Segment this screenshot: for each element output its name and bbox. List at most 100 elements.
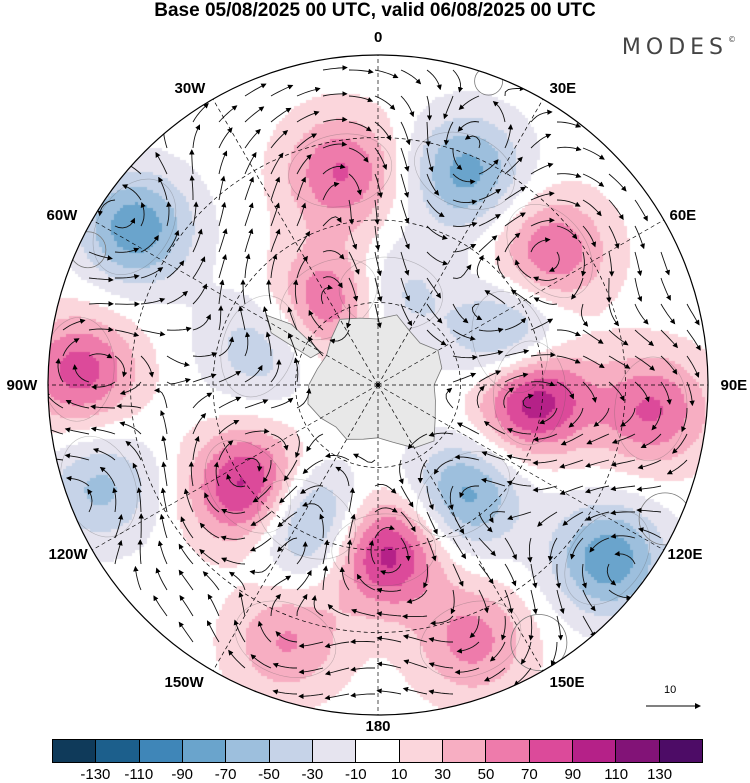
antarctica-landmass — [69, 66, 692, 671]
wind-arrow — [65, 399, 90, 409]
colorbar-tick-label: -50 — [258, 766, 280, 783]
wind-arrow — [114, 539, 123, 565]
wind-arrow — [547, 537, 558, 562]
wind-arrow — [452, 303, 469, 324]
anomaly-contour — [257, 478, 356, 560]
wind-arrow — [240, 279, 246, 305]
wind-arrow — [582, 199, 602, 217]
wind-arrow — [428, 637, 453, 643]
wind-arrow — [426, 69, 442, 91]
wind-arrow — [504, 348, 530, 357]
wind-arrow — [166, 290, 188, 305]
meridian-line — [377, 384, 544, 671]
wind-arrow — [350, 692, 375, 698]
colorbar-tick-label: -90 — [171, 766, 194, 783]
wind-arrow — [637, 459, 662, 470]
wind-arrow — [325, 452, 350, 461]
wind-arrow — [356, 573, 376, 591]
wind-arrow — [244, 253, 251, 279]
wind-arrow — [265, 331, 272, 357]
wind-arrow — [452, 148, 463, 171]
wind-arrow — [262, 306, 272, 331]
colorbar-tick-label: -70 — [214, 766, 237, 783]
wind-arrow — [99, 466, 116, 487]
wind-arrow — [504, 317, 527, 331]
wind-arrow — [608, 225, 620, 249]
wind-arrow — [582, 589, 596, 612]
wind-arrow — [322, 65, 348, 71]
wind-arrow — [430, 615, 454, 626]
wind-arrow — [322, 141, 348, 149]
wind-arrow — [660, 303, 676, 325]
longitude-label: 30W — [174, 79, 206, 97]
wind-arrow — [402, 613, 428, 620]
wind-arrow — [270, 397, 294, 409]
wind-arrow — [249, 537, 272, 552]
wind-arrow — [559, 459, 584, 469]
wind-arrow — [296, 133, 318, 149]
wind-arrow — [192, 435, 200, 461]
wind-arrow — [686, 303, 700, 326]
wind-arrow — [166, 378, 191, 385]
wind-arrow — [218, 254, 227, 279]
colorbar-swatch — [442, 740, 487, 762]
wind-arrow — [160, 487, 168, 513]
wind-arrow — [226, 473, 246, 488]
colorbar-swatch — [486, 740, 530, 762]
wind-arrow — [582, 329, 604, 344]
anomaly-contour — [506, 204, 593, 298]
wind-arrow — [221, 508, 246, 514]
anomaly-contour — [471, 291, 548, 394]
colorbar-swatch — [96, 740, 140, 762]
wind-arrow — [114, 217, 136, 229]
wind-arrow — [610, 485, 636, 492]
wind-arrow — [376, 635, 402, 643]
wind-arrow — [228, 649, 246, 669]
colorbar-swatch — [182, 740, 227, 762]
wind-arrow — [582, 355, 605, 369]
wind-arrow — [556, 225, 578, 240]
wind-arrow — [476, 385, 485, 409]
wind-arrow — [400, 173, 410, 198]
wind-arrow — [434, 459, 454, 475]
wind-arrow — [308, 309, 324, 331]
wind-arrow — [478, 537, 496, 557]
wind-arrow — [166, 230, 180, 253]
wind-arrow — [90, 426, 116, 435]
colorbar-swatch — [616, 740, 660, 762]
wind-arrow — [374, 147, 388, 170]
colorbar-swatch — [139, 740, 183, 762]
wind-arrow — [329, 329, 350, 344]
wind-arrow — [686, 329, 701, 351]
wind-arrow — [634, 225, 645, 250]
wind-arrow — [64, 453, 90, 461]
wind-arrow — [132, 462, 142, 487]
wind-arrow — [166, 201, 172, 227]
wind-arrow — [218, 201, 227, 227]
wind-arrow — [452, 372, 477, 383]
wind-arrow — [568, 407, 584, 428]
wind-arrow — [570, 537, 584, 560]
colorbar-swatch — [226, 740, 270, 762]
wind-arrow — [218, 370, 242, 383]
wind-arrow — [606, 563, 617, 586]
wind-arrow — [244, 399, 269, 409]
wind-arrow — [585, 511, 610, 521]
wind-arrow — [530, 217, 555, 227]
wind-arrow — [296, 154, 312, 175]
wind-arrow — [298, 641, 324, 649]
wind-arrow — [114, 247, 140, 253]
wind-arrow — [581, 563, 587, 589]
wind-arrow — [97, 199, 116, 217]
wind-arrow — [270, 152, 284, 175]
wind-arrow — [207, 593, 220, 617]
wind-arrow — [72, 364, 90, 383]
wind-arrow — [189, 175, 195, 200]
wind-arrow — [611, 433, 636, 444]
wind-arrow — [452, 243, 477, 253]
wind-arrow — [582, 381, 598, 403]
wind-arrow — [346, 539, 353, 565]
wind-arrow — [400, 69, 422, 85]
wind-arrow — [157, 540, 168, 565]
wind-arrow — [556, 381, 575, 400]
